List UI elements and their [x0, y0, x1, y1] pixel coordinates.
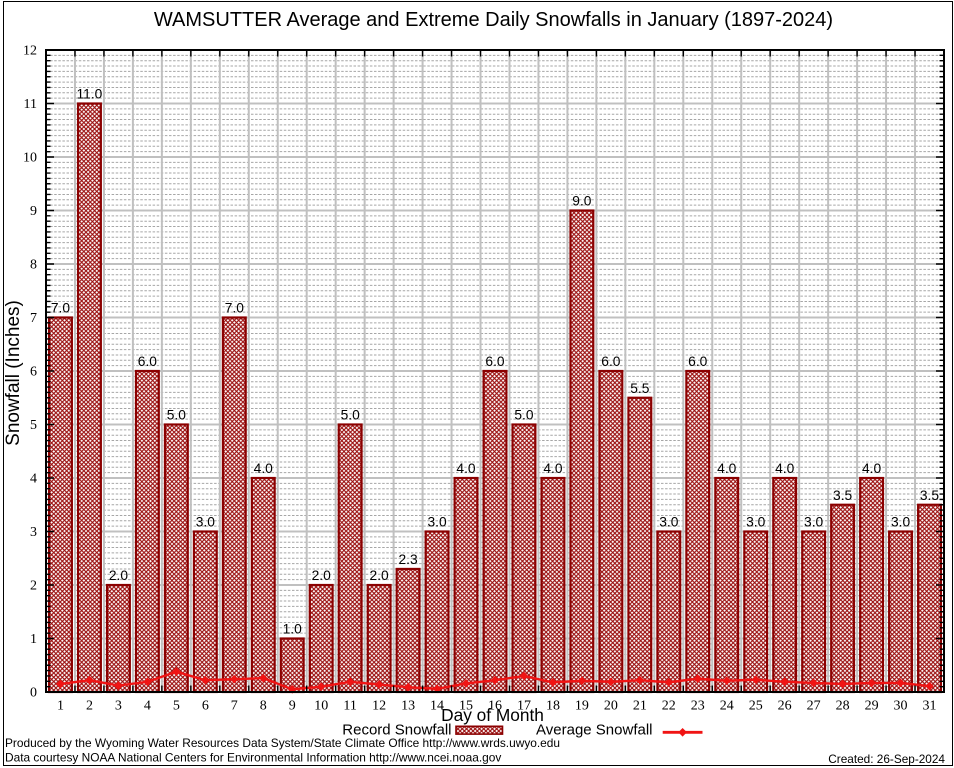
svg-text:4.0: 4.0	[543, 461, 563, 476]
svg-text:9: 9	[289, 699, 296, 714]
svg-text:18: 18	[546, 699, 560, 714]
svg-text:7: 7	[30, 311, 37, 326]
svg-text:1.0: 1.0	[283, 622, 303, 637]
svg-text:Data courtesy NOAA National Ce: Data courtesy NOAA National Centers for …	[5, 751, 501, 765]
svg-text:3.0: 3.0	[196, 515, 216, 530]
svg-text:Day of Month: Day of Month	[441, 705, 544, 725]
svg-text:4.0: 4.0	[775, 461, 795, 476]
svg-text:2: 2	[30, 579, 37, 594]
svg-text:20: 20	[604, 699, 618, 714]
svg-text:7: 7	[231, 699, 238, 714]
svg-text:5: 5	[30, 418, 37, 433]
svg-text:3: 3	[115, 699, 122, 714]
svg-text:4.0: 4.0	[456, 461, 476, 476]
svg-text:27: 27	[807, 699, 821, 714]
svg-text:11.0: 11.0	[77, 87, 103, 102]
svg-text:5.5: 5.5	[630, 381, 650, 396]
svg-text:2.0: 2.0	[312, 568, 332, 583]
svg-text:7.0: 7.0	[225, 301, 245, 316]
svg-text:11: 11	[343, 699, 356, 714]
svg-text:14: 14	[430, 699, 444, 714]
svg-text:15: 15	[459, 699, 473, 714]
svg-text:4: 4	[144, 699, 151, 714]
svg-text:31: 31	[923, 699, 937, 714]
svg-text:10: 10	[23, 151, 37, 166]
svg-text:10: 10	[314, 699, 328, 714]
svg-text:12: 12	[23, 44, 37, 59]
svg-text:3.0: 3.0	[891, 515, 911, 530]
svg-text:2.0: 2.0	[370, 568, 390, 583]
svg-text:12: 12	[372, 699, 386, 714]
svg-text:6: 6	[30, 365, 37, 380]
svg-text:3.0: 3.0	[427, 515, 447, 530]
svg-text:3.5: 3.5	[920, 488, 940, 503]
svg-text:2: 2	[86, 699, 93, 714]
svg-text:5.0: 5.0	[514, 408, 534, 423]
svg-text:1: 1	[30, 632, 37, 647]
svg-text:6.0: 6.0	[138, 354, 158, 369]
svg-text:6.0: 6.0	[688, 354, 708, 369]
svg-text:11: 11	[24, 97, 37, 112]
svg-text:23: 23	[691, 699, 705, 714]
svg-text:26: 26	[778, 699, 792, 714]
svg-text:21: 21	[633, 699, 647, 714]
svg-text:9.0: 9.0	[572, 194, 592, 209]
svg-text:Record Snowfall: Record Snowfall	[342, 722, 451, 739]
svg-text:4.0: 4.0	[254, 461, 274, 476]
svg-text:6: 6	[202, 699, 209, 714]
svg-text:Snowfall (Inches): Snowfall (Inches)	[3, 300, 24, 446]
svg-text:29: 29	[865, 699, 879, 714]
svg-text:24: 24	[720, 699, 734, 714]
svg-text:Produced by the Wyoming Water: Produced by the Wyoming Water Resources …	[5, 736, 560, 750]
svg-text:6.0: 6.0	[485, 354, 505, 369]
svg-text:9: 9	[30, 204, 37, 219]
svg-text:3: 3	[30, 525, 37, 540]
svg-text:17: 17	[517, 699, 531, 714]
svg-text:1: 1	[57, 699, 64, 714]
svg-text:30: 30	[894, 699, 908, 714]
svg-text:16: 16	[488, 699, 502, 714]
svg-text:28: 28	[836, 699, 850, 714]
svg-text:Created: 26-Sep-2024: Created: 26-Sep-2024	[828, 752, 945, 766]
svg-text:0: 0	[30, 686, 37, 701]
svg-text:3.0: 3.0	[746, 515, 766, 530]
svg-text:2.3: 2.3	[399, 552, 419, 567]
svg-text:4.0: 4.0	[717, 461, 737, 476]
svg-text:3.0: 3.0	[659, 515, 679, 530]
svg-text:3.5: 3.5	[833, 488, 853, 503]
svg-text:2.0: 2.0	[109, 568, 129, 583]
svg-text:5: 5	[173, 699, 180, 714]
svg-text:WAMSUTTER Average and Extreme: WAMSUTTER Average and Extreme Daily Snow…	[154, 9, 833, 31]
svg-text:8: 8	[260, 699, 267, 714]
svg-text:6.0: 6.0	[601, 354, 621, 369]
svg-text:13: 13	[401, 699, 415, 714]
svg-text:19: 19	[575, 699, 589, 714]
svg-text:3.0: 3.0	[804, 515, 824, 530]
svg-text:8: 8	[30, 258, 37, 273]
svg-text:4: 4	[30, 472, 37, 487]
svg-text:Average Snowfall: Average Snowfall	[536, 722, 652, 739]
svg-text:5.0: 5.0	[341, 408, 361, 423]
svg-text:25: 25	[749, 699, 763, 714]
svg-text:7.0: 7.0	[51, 301, 71, 316]
svg-text:4.0: 4.0	[862, 461, 882, 476]
svg-text:22: 22	[662, 699, 676, 714]
svg-text:5.0: 5.0	[167, 408, 187, 423]
